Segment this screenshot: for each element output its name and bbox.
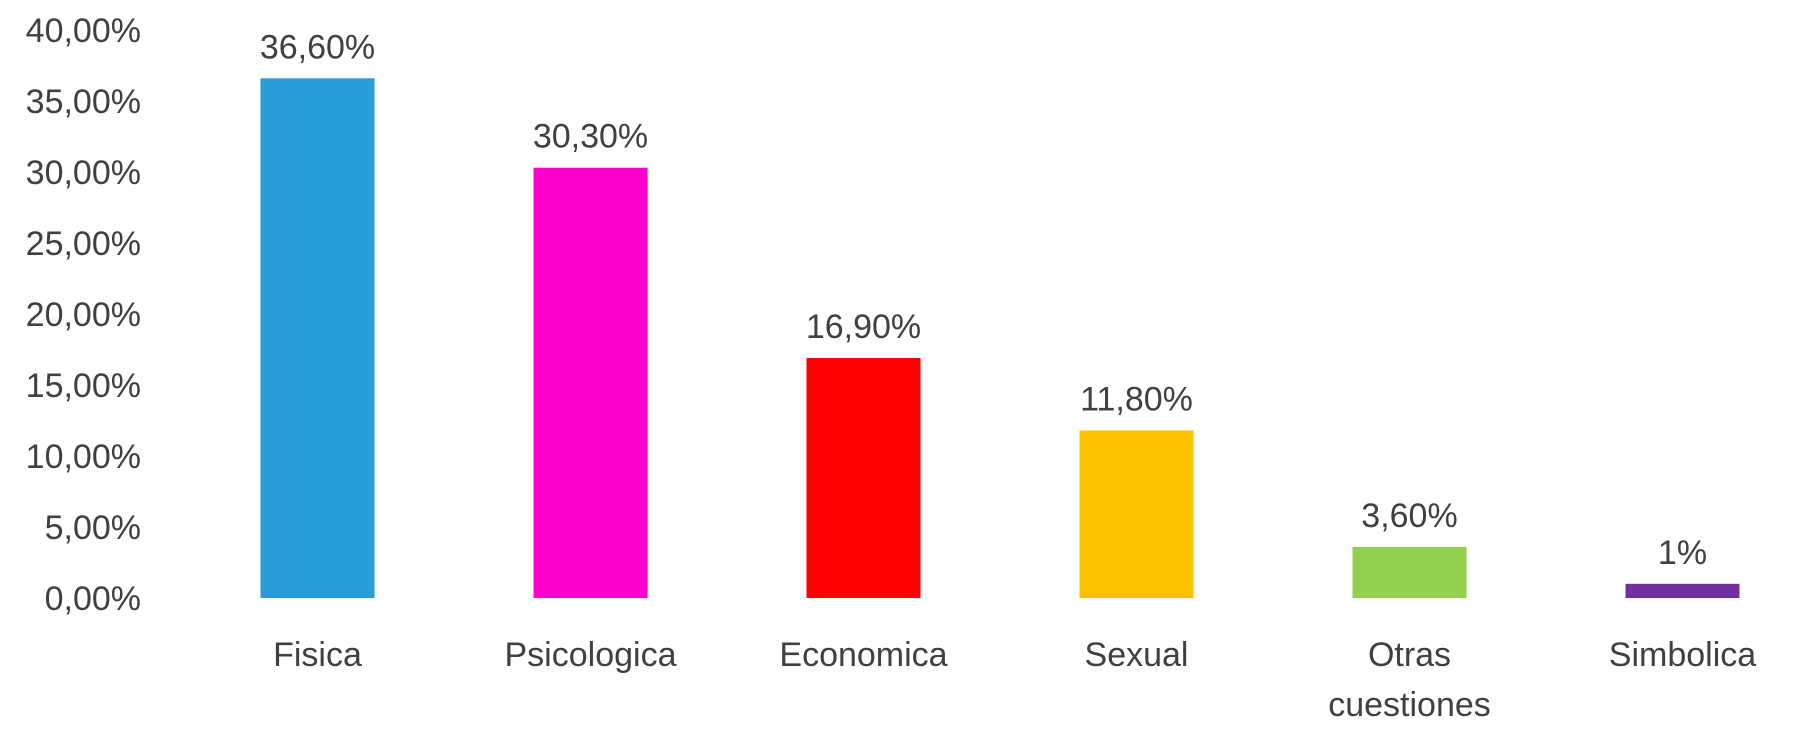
bar bbox=[806, 358, 921, 598]
y-tick-label: 10,00% bbox=[26, 438, 141, 476]
bar bbox=[533, 167, 648, 599]
y-tick-label: 20,00% bbox=[26, 296, 141, 334]
x-tick-label: Sexual bbox=[1084, 636, 1189, 674]
data-label: 3,60% bbox=[1361, 497, 1457, 535]
y-tick-label: 0,00% bbox=[45, 580, 141, 618]
x-tick-label: Psicologica bbox=[504, 636, 677, 674]
x-tick-label: Fisica bbox=[273, 636, 362, 674]
x-tick-label: Simbolica bbox=[1608, 636, 1757, 674]
y-tick-label: 30,00% bbox=[26, 154, 141, 192]
y-tick-label: 25,00% bbox=[26, 225, 141, 263]
bar bbox=[1079, 430, 1194, 598]
data-label: 36,60% bbox=[260, 28, 375, 66]
bar bbox=[1352, 546, 1467, 598]
y-tick-label: 40,00% bbox=[26, 12, 141, 50]
x-tick-label: Otras cuestiones bbox=[1328, 636, 1491, 724]
data-label: 30,30% bbox=[533, 118, 648, 156]
y-tick-label: 35,00% bbox=[26, 83, 141, 121]
data-label: 16,90% bbox=[806, 308, 921, 346]
y-tick-label: 15,00% bbox=[26, 367, 141, 405]
bar bbox=[1625, 583, 1740, 598]
data-label: 1% bbox=[1658, 534, 1707, 572]
y-tick-label: 5,00% bbox=[45, 509, 141, 547]
data-label: 11,80% bbox=[1080, 380, 1193, 418]
x-tick-label: Economica bbox=[779, 636, 948, 674]
bar bbox=[260, 78, 375, 598]
